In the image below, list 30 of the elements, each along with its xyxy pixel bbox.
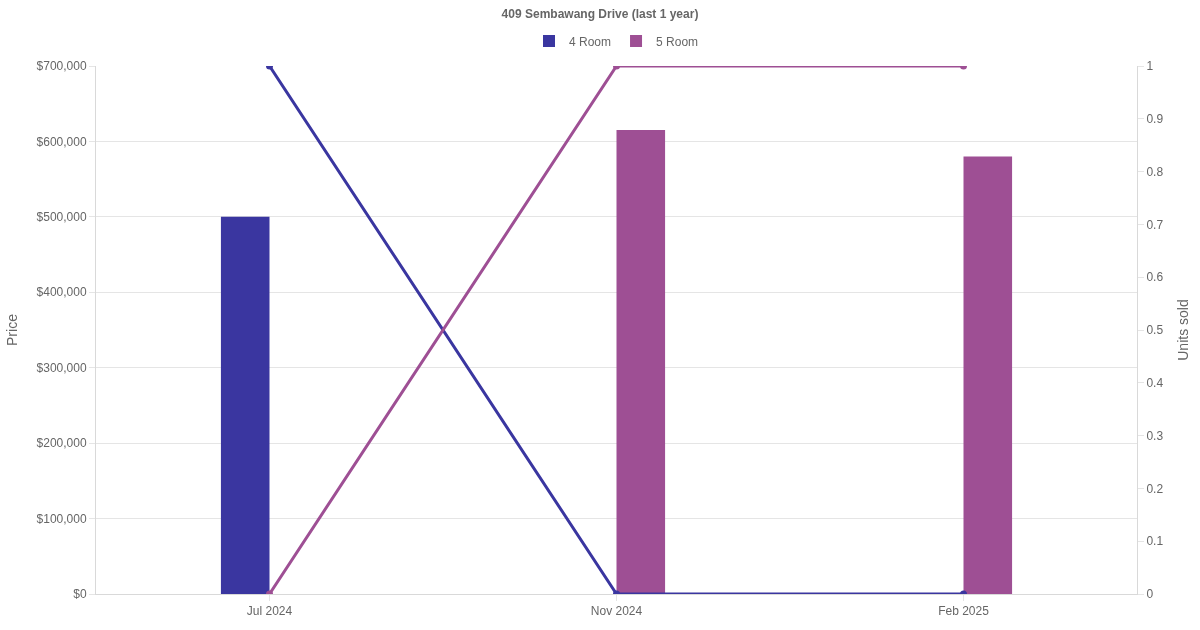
- y-tick-label: $300,000: [36, 360, 87, 375]
- y2-tick-label: 0.9: [1146, 112, 1164, 126]
- bar: [220, 216, 270, 594]
- y2-tick-label: 0.3: [1146, 428, 1164, 443]
- y-tick-label: $100,000: [36, 511, 87, 526]
- y-tick-label: $700,000: [36, 59, 87, 74]
- y2-tick-label: 0.4: [1146, 376, 1164, 390]
- y-tick-label: $600,000: [36, 134, 87, 149]
- y2-tick-label: 0.7: [1146, 217, 1164, 232]
- y2-tick-label: 0.1: [1146, 534, 1164, 549]
- x-tick-label: Nov 2024: [590, 604, 643, 619]
- y-tick-label: $200,000: [36, 436, 87, 451]
- y2-tick-label: 1: [1146, 59, 1154, 74]
- y2-tick-label: 0: [1146, 587, 1154, 602]
- legend-label: 5 Room: [656, 34, 699, 49]
- y-tick-label: $0: [73, 587, 87, 602]
- y2-tick-label: 0.6: [1146, 270, 1164, 285]
- y-tick-label: $500,000: [36, 210, 87, 225]
- x-tick-label: Feb 2025: [938, 604, 990, 619]
- y2-tick-label: 0.2: [1146, 481, 1164, 496]
- y2-axis-title: Units sold: [1174, 299, 1191, 361]
- y-axis-title: Price: [4, 313, 21, 346]
- x-tick-label: Jul 2024: [246, 604, 293, 619]
- y-tick-label: $400,000: [36, 285, 87, 300]
- bar: [963, 156, 1013, 594]
- chart-title: 409 Sembawang Drive (last 1 year): [501, 6, 699, 21]
- bar: [616, 130, 666, 594]
- y2-tick-label: 0.8: [1146, 164, 1164, 179]
- y2-tick-label: 0.5: [1146, 323, 1164, 338]
- legend-label: 4 Room: [569, 34, 612, 49]
